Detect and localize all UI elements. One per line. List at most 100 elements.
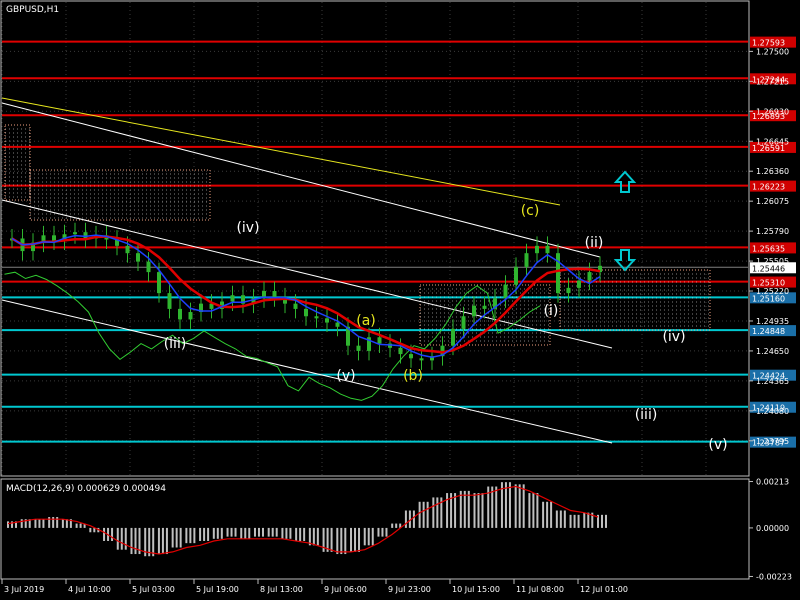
- price-tick-label: 1.26930: [756, 107, 789, 116]
- resistance-level-tag-label: 1.25310: [752, 279, 785, 288]
- candle-body: [335, 322, 340, 327]
- resistance-level-tag-label: 1.26223: [752, 183, 785, 192]
- ichimoku-cloud: [4, 124, 711, 346]
- candle-body: [514, 266, 518, 285]
- support-level-tag-label: 1.24424: [752, 372, 785, 381]
- price-axis: 1.27500 1.27215 1.26930 1.26645 1.26360 1.260…: [749, 47, 789, 446]
- resistance-level-tag-label: 1.25635: [752, 244, 785, 253]
- resistance-level-tag-label: 1.26591: [752, 144, 785, 153]
- macd-title: MACD(12,26,9) 0.000629 0.000494: [6, 484, 166, 494]
- candle-body: [83, 232, 88, 239]
- time-tick-label: 3 Jul 2019: [4, 585, 44, 594]
- support-level-tag: [750, 436, 796, 448]
- wave-label: (c): [521, 203, 540, 219]
- wave-label: (iv): [662, 329, 685, 345]
- candle-body: [545, 245, 550, 254]
- candle-body: [262, 291, 266, 299]
- down-arrow-icon: [613, 249, 637, 272]
- candle-body: [472, 305, 476, 317]
- candle-body: [493, 298, 497, 309]
- candle-body: [62, 234, 67, 241]
- resistance-level-tag-label: 1.26893: [752, 112, 785, 121]
- price-tick-label: 1.27215: [756, 77, 789, 86]
- candle-body: [31, 242, 35, 252]
- candle-body: [251, 298, 256, 304]
- candle-body: [451, 328, 455, 346]
- support-level-tag: [750, 325, 796, 337]
- price-tick-label: 1.26075: [756, 197, 789, 206]
- price-tick-label: 1.25790: [756, 227, 789, 236]
- main-chart-frame: [0, 0, 750, 477]
- candle-body: [566, 287, 571, 294]
- price-tick-label: 1.23795: [756, 437, 789, 446]
- price-tick-label: 1.24650: [756, 347, 789, 356]
- candle-body: [41, 235, 46, 243]
- resistance-level-tag: [750, 73, 796, 85]
- ma-fast-line: [11, 234, 601, 358]
- candle-body: [556, 253, 560, 294]
- resistance-level-tag-label: 1.27593: [752, 39, 785, 48]
- candle-body: [461, 316, 466, 329]
- price-tick-label: 1.24365: [756, 377, 789, 386]
- price-tick-label: 1.24935: [756, 317, 789, 326]
- time-tick-label: 11 Jul 08:00: [516, 585, 564, 594]
- candle-body: [136, 253, 140, 262]
- wave-label: (i): [544, 303, 559, 319]
- cloud-block-future: [559, 269, 711, 331]
- candle-body: [272, 291, 277, 298]
- time-tick-label: 12 Jul 01:00: [580, 585, 628, 594]
- signal-arrows: [613, 170, 637, 272]
- lagging-span: [4, 271, 541, 401]
- candle-body: [503, 284, 508, 299]
- candle-body: [535, 245, 539, 254]
- candle-body: [241, 295, 245, 304]
- wave-labels: (iv) (iii) (v) (a) (b) (c) (i) (ii) (iv) (iii) (v): [164, 203, 728, 453]
- time-tick-label: 5 Jul 19:00: [196, 585, 239, 594]
- candle-body: [598, 265, 602, 273]
- cloud-block-right: [419, 284, 551, 346]
- channel-mid: [1, 199, 613, 349]
- time-tick-label: 4 Jul 10:00: [68, 585, 111, 594]
- resistance-level-tag-label: 1.27244: [752, 75, 785, 84]
- current-price-label: 1.25446: [752, 264, 785, 273]
- candle-body: [377, 337, 382, 344]
- candle-body: [209, 303, 214, 309]
- candle-body: [524, 253, 529, 267]
- time-tick-label: 5 Jul 03:00: [132, 585, 175, 594]
- support-level-tag-label: 1.23787: [752, 439, 785, 448]
- resistance-level-tag: [750, 276, 796, 288]
- channel-lower: [1, 299, 613, 444]
- macd-panel-frame: [0, 478, 750, 580]
- wave-label: (ii): [585, 235, 604, 251]
- trend-channel: [1, 97, 613, 444]
- macd-indicator: 0.00213 0.00000 -0.00223: [7, 478, 792, 581]
- support-level-tag: [750, 401, 796, 413]
- symbol-title: GBPUSD,H1: [6, 5, 59, 15]
- candle-body: [230, 295, 235, 302]
- candle-body: [314, 316, 319, 319]
- candle-body: [367, 337, 371, 351]
- resistance-level-tag: [750, 242, 796, 254]
- resistance-level-tag: [750, 36, 796, 48]
- horizontal-levels: 1.27593 1.27244 1.26893 1.26591 1.26223 1.253…: [2, 36, 796, 448]
- price-tick-label: 1.24080: [756, 407, 789, 416]
- macd-tick-label: 0.00000: [756, 524, 789, 533]
- support-level-tag-label: 1.25160: [752, 294, 785, 303]
- time-axis: 3 Jul 2019 4 Jul 10:00 5 Jul 03:00 5 Jul 19…: [1, 579, 628, 594]
- candle-body: [178, 308, 182, 320]
- channel-upper: [1, 102, 601, 258]
- candle-body: [304, 308, 308, 317]
- support-level-tag: [750, 292, 796, 304]
- macd-tick-label: 0.00213: [756, 478, 789, 487]
- wave-label: (a): [356, 313, 376, 329]
- cloud-block-left: [4, 124, 31, 201]
- candle-body: [146, 261, 151, 273]
- resistance-level-tag: [750, 110, 796, 122]
- macd-signal-line: [7, 485, 599, 555]
- wave-label: (v): [336, 368, 355, 384]
- resistance-level-tag: [750, 141, 796, 153]
- wave-label: (b): [403, 368, 423, 384]
- candle-body: [199, 303, 203, 313]
- support-level-tag-label: 1.24848: [752, 327, 785, 336]
